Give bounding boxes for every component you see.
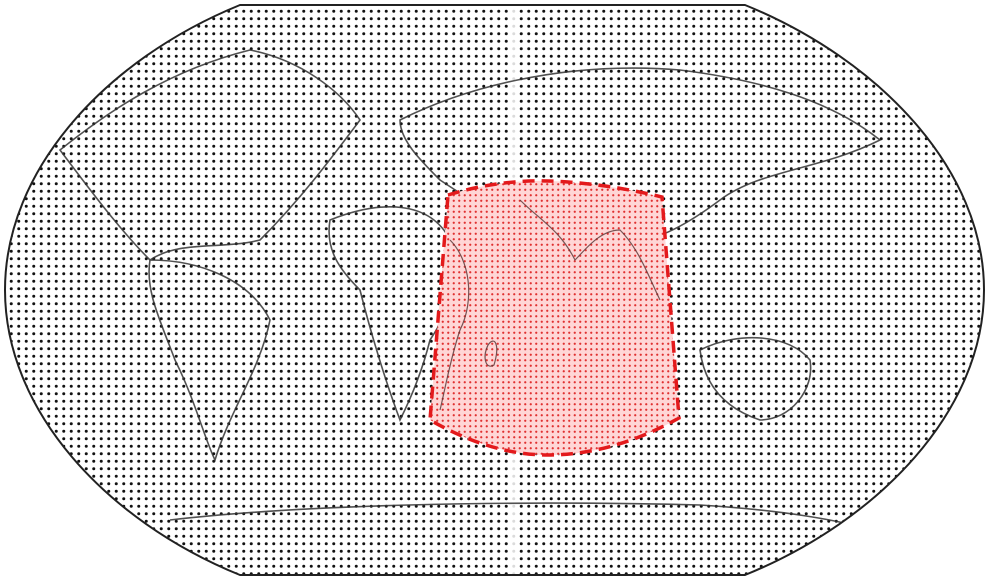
australia [699,336,812,421]
region-points [430,180,679,455]
madagascar [484,340,498,367]
region-outline [428,179,681,457]
south-america [148,259,271,463]
coastlines [58,49,882,531]
region-coastlines [439,199,661,411]
globe-outline [3,4,986,576]
south-asia-coast [519,199,661,301]
highlight-region [428,179,681,457]
north-america [58,49,361,262]
east-africa-coast [439,239,470,411]
antarctica [169,502,871,531]
africa [328,206,455,422]
